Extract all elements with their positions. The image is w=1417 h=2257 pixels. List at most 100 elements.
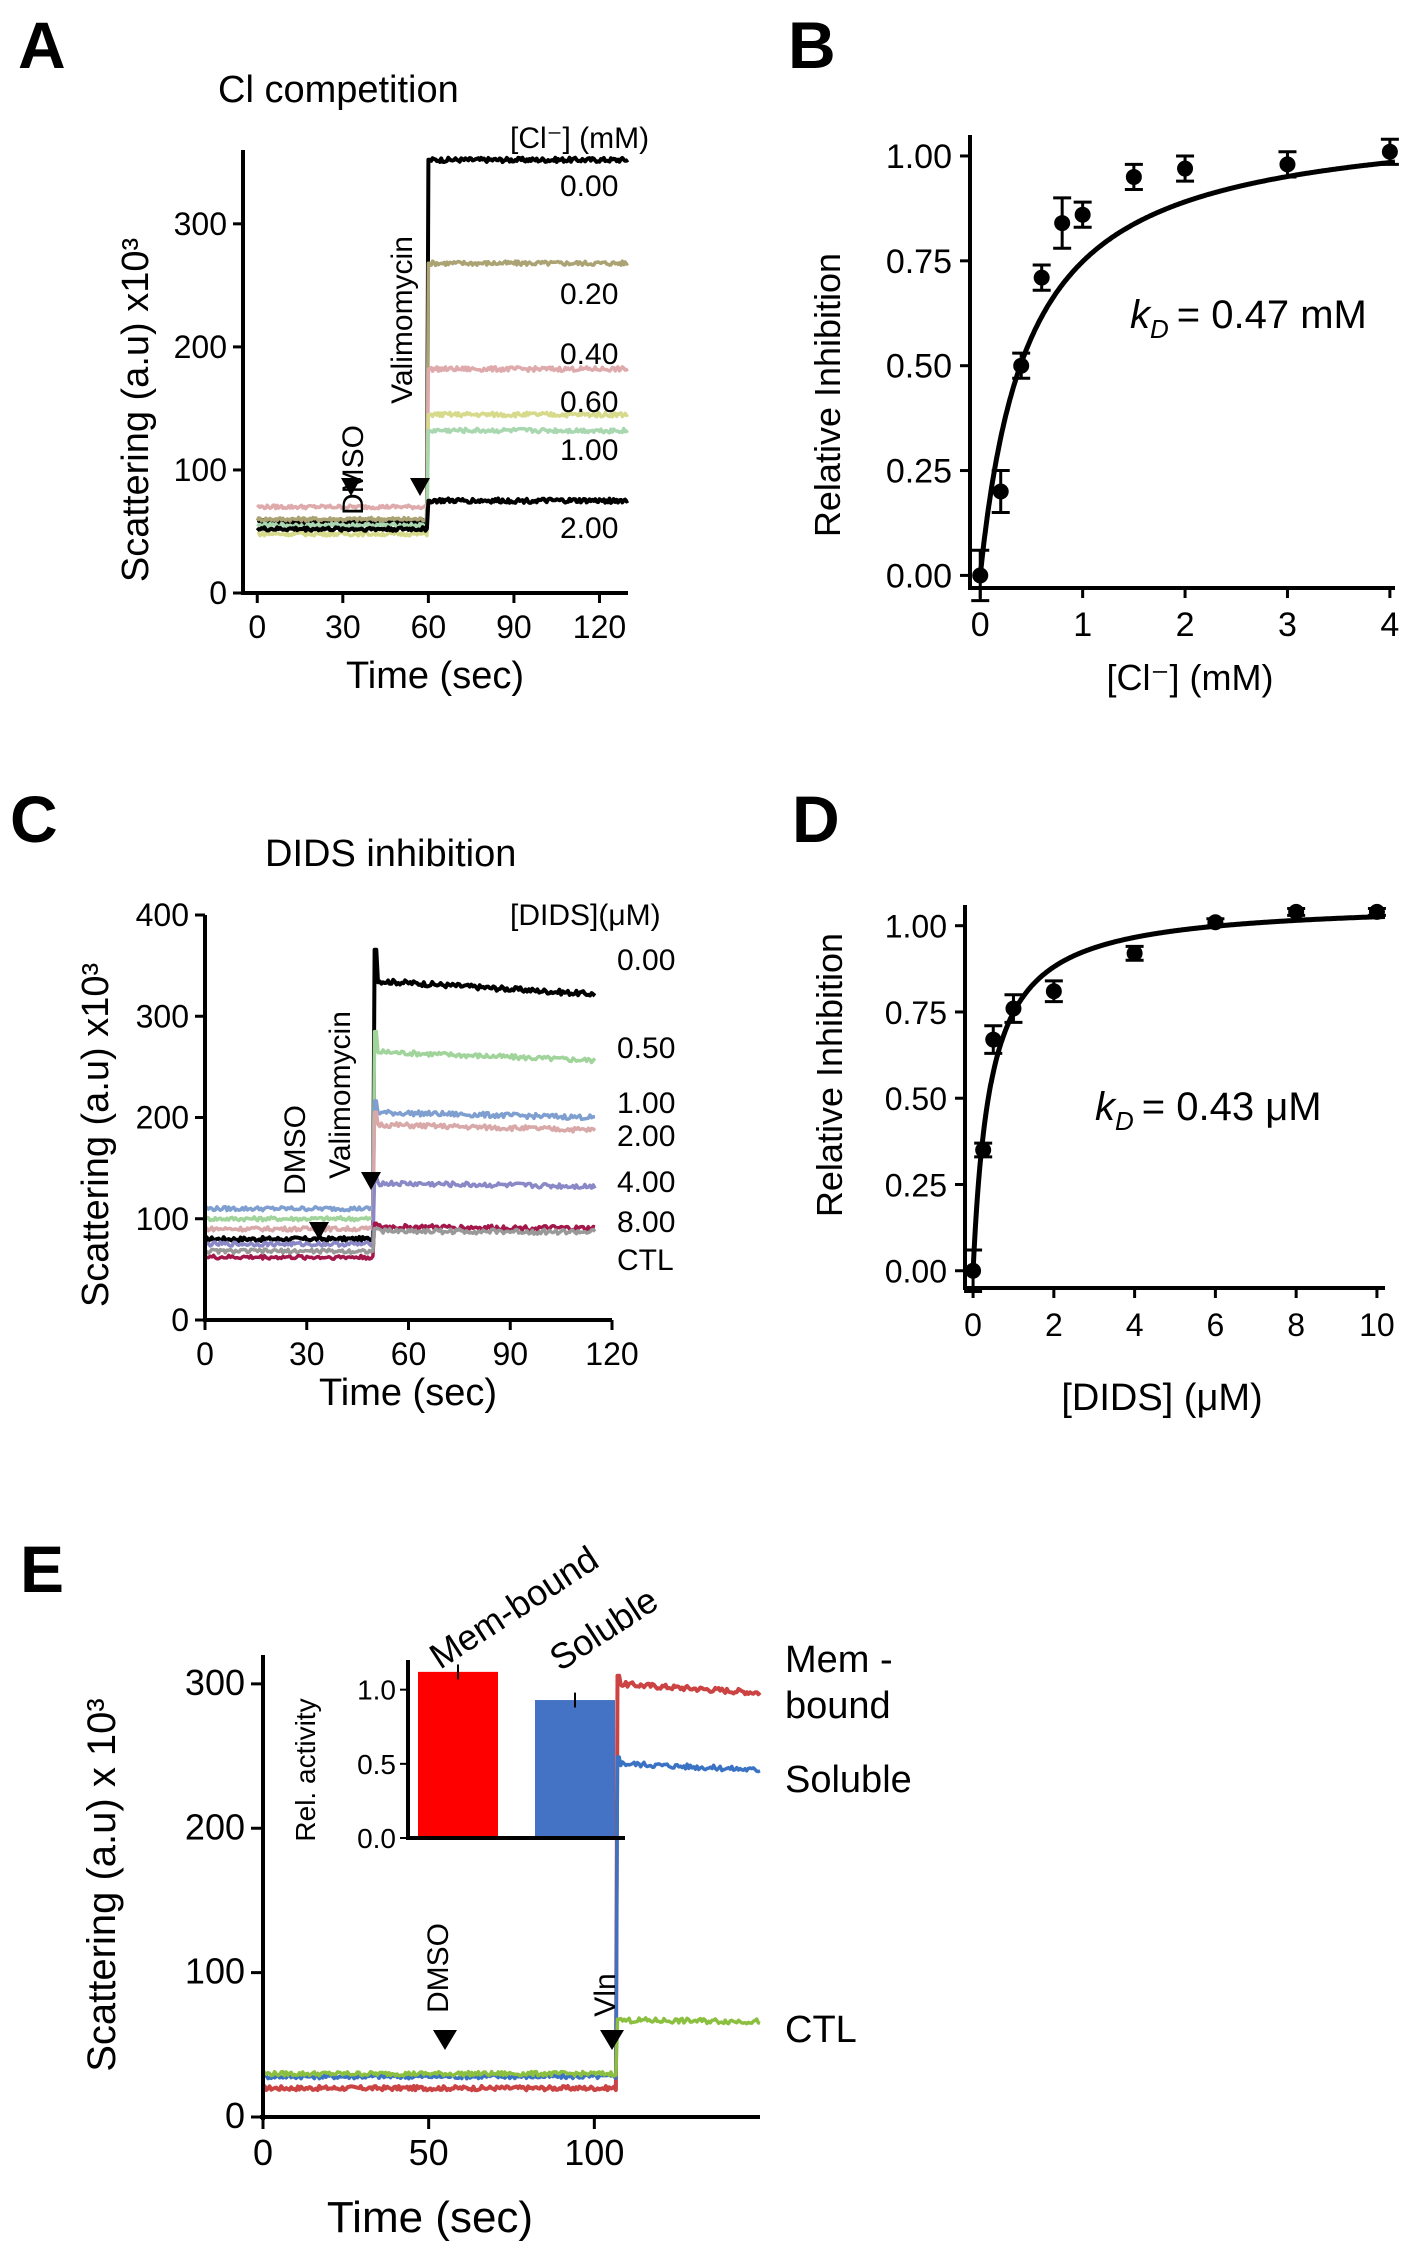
trace-soluble: [261, 1755, 761, 2081]
x-tick-label: 0: [964, 1307, 982, 1343]
x-tick-label: 3: [1278, 606, 1297, 644]
panel-c-valinomycin-arrow: [361, 1172, 381, 1190]
data-point: [1013, 357, 1030, 374]
inset-bars: [418, 1664, 615, 1838]
panel-b: B 0 1 2 3 4 0.00 0.25 0.50 0.75 1.00 [Cl⁻] (mM) R…: [788, 8, 1399, 698]
x-tick-label: 2: [1045, 1307, 1063, 1343]
x-tick-label: 90: [496, 609, 532, 645]
data-point: [1045, 983, 1062, 1000]
series-label: bound: [785, 1685, 891, 1727]
panel-b-x-label: [Cl⁻] (mM): [1107, 657, 1274, 698]
y-tick-label: 1.00: [885, 909, 947, 945]
x-tick-label: 1: [1073, 606, 1092, 644]
x-tick-label: 8: [1287, 1307, 1305, 1343]
inset-bar-soluble: [535, 1700, 615, 1838]
data-point: [1288, 903, 1305, 920]
panel-e-dmso-arrow: [433, 2030, 457, 2050]
data-point: [1005, 1000, 1022, 1017]
panel-e-y-label: Scattering (a.u) x 10³: [80, 1698, 124, 2072]
y-tick-label: 0.50: [885, 1081, 947, 1117]
panel-a-y-label: Scattering (a.u) x10³: [115, 238, 157, 582]
panel-e-inset-chart: 0.00.51.0 Rel. activity Mem-bound Solubl…: [290, 1538, 665, 1854]
series-label: 4.00: [617, 1166, 675, 1199]
y-tick-label: 300: [185, 1662, 245, 1703]
y-tick-label: 200: [136, 1100, 189, 1136]
trace-1-00: [256, 426, 629, 529]
y-tick-label: 0.00: [885, 1254, 947, 1290]
panel-e-x-label: Time (sec): [327, 2193, 533, 2242]
panel-a-traces: [255, 155, 630, 538]
panel-e-vln-arrow: [600, 2030, 624, 2050]
panel-c-x-label: Time (sec): [319, 1372, 497, 1414]
panel-a-label: A: [18, 8, 66, 82]
panel-d-points: [964, 903, 1386, 1293]
data-point: [1074, 206, 1091, 223]
y-tick-label: 400: [136, 897, 189, 933]
y-tick-label: 300: [174, 206, 227, 242]
y-tick-label: 0.00: [886, 557, 952, 595]
x-tick-label: 0: [971, 606, 990, 644]
series-label: 2.00: [560, 512, 618, 545]
trace-ctl: [204, 1226, 597, 1255]
x-tick-label: 30: [325, 609, 361, 645]
y-tick-label: 0: [225, 2095, 245, 2136]
panel-a-ticks: 0 30 60 90 120 0 100 200 300: [174, 206, 627, 645]
series-label: 2.00: [617, 1120, 675, 1153]
x-tick-label: 0: [253, 2132, 273, 2173]
inset-y-tick-label: 0.0: [357, 1823, 396, 1854]
panel-a-dmso-arrow: [341, 478, 361, 496]
y-tick-label: 100: [136, 1201, 189, 1237]
panel-d-label: D: [792, 782, 840, 856]
panel-d-kd-annotation: kD = 0.43 μM: [1095, 1085, 1322, 1136]
x-tick-label: 120: [585, 1336, 638, 1372]
y-tick-label: 100: [185, 1951, 245, 1992]
x-tick-label: 6: [1206, 1307, 1224, 1343]
panel-a-valinomycin-arrow: [410, 478, 430, 496]
trace-1-00: [203, 1099, 596, 1213]
panel-a-valinomycin-annotation: Valimomycin: [386, 236, 419, 404]
series-label: 8.00: [617, 1206, 675, 1239]
x-tick-label: 0: [248, 609, 266, 645]
panel-d-ticks: 0 2 4 6 8 10 0.00 0.25 0.50 0.75 1.00: [885, 909, 1395, 1343]
series-label: Soluble: [785, 1759, 912, 1801]
series-label: 1.00: [560, 434, 618, 467]
panel-a-title: Cl competition: [218, 69, 459, 111]
panel-b-kd-annotation: kD = 0.47 mM: [1130, 293, 1367, 344]
y-tick-label: 0.25: [885, 1167, 947, 1203]
fit-curve: [970, 914, 1385, 1271]
data-point: [1381, 143, 1398, 160]
panel-b-fit-curve: [977, 159, 1396, 576]
x-tick-label: 10: [1359, 1307, 1395, 1343]
panel-a-x-label: Time (sec): [346, 655, 524, 697]
panel-a-dmso-annotation: DMSO: [337, 425, 370, 515]
x-tick-label: 2: [1176, 606, 1195, 644]
panel-c: C DIDS inhibition [DIDS](μM) 0.00 0.50 1.0…: [10, 782, 675, 1414]
y-tick-label: 0: [171, 1302, 189, 1338]
trace-2-00: [204, 1110, 597, 1233]
series-label: 1.00: [617, 1087, 675, 1120]
panel-b-points: [971, 137, 1399, 603]
trace-0-40: [256, 365, 629, 511]
x-tick-label: 100: [564, 2132, 624, 2173]
panel-a-series-labels: 0.00 0.20 0.40 0.60 1.00 2.00: [560, 170, 618, 545]
panel-b-label: B: [788, 8, 836, 82]
series-label: 0.60: [560, 386, 618, 419]
x-tick-label: 120: [573, 609, 626, 645]
y-tick-label: 1.00: [886, 138, 952, 176]
panel-a-legend-title: [Cl⁻] (mM): [510, 122, 649, 155]
fit-curve: [977, 159, 1396, 576]
inset-bar-mem-bound: [418, 1671, 498, 1838]
panel-c-dmso-arrow: [309, 1222, 329, 1240]
panel-c-traces: [203, 947, 597, 1261]
inset-y-tick-label: 1.0: [357, 1675, 396, 1706]
inset-ticks: 0.0 0.5 1.0: [357, 1675, 408, 1854]
data-point: [975, 1141, 992, 1158]
y-tick-label: 0.50: [886, 348, 952, 386]
x-tick-label: 4: [1126, 1307, 1144, 1343]
data-point: [1054, 215, 1071, 232]
series-label: Mem -: [785, 1639, 893, 1681]
panel-e-series-labels: Mem -bound Soluble CTL: [785, 1639, 912, 2051]
panel-c-legend-title: [DIDS](μM): [510, 899, 661, 932]
panel-c-ticks: 0 30 60 90 120 0 100 200 300 400: [136, 897, 639, 1372]
